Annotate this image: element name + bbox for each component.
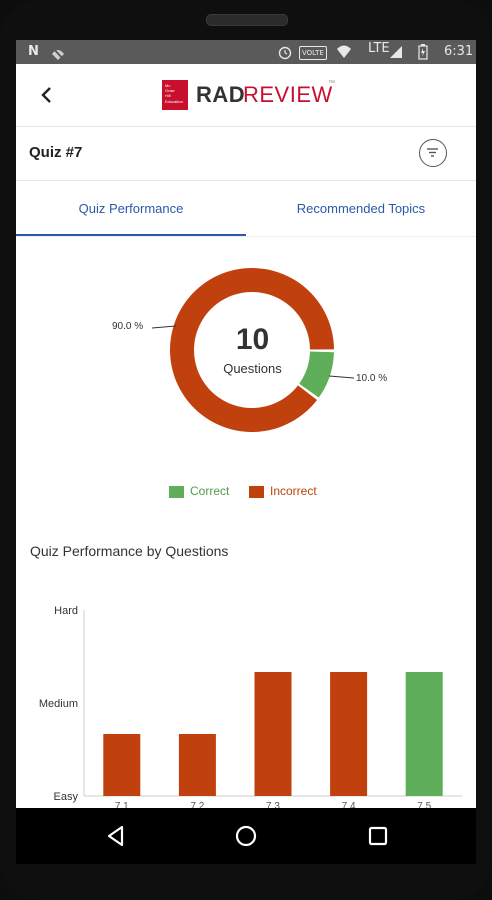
x-tick-label-7-1: 7.1 <box>115 801 129 808</box>
notification-n-icon: N <box>28 44 39 59</box>
nav-back-button[interactable] <box>102 822 130 850</box>
nav-recents-button[interactable] <box>364 822 392 850</box>
chevron-left-icon <box>41 87 51 103</box>
incorrect-percentage-label: 90.0 % <box>112 321 144 332</box>
bar-question-7-5[interactable] <box>405 672 443 796</box>
bar-chart-svg: Easy Medium Hard 7.1 7.2 7.3 7.4 7.5 <box>39 605 462 808</box>
app-screen: N VOLTE LTE 6:31 <box>16 40 476 808</box>
y-tick-label-medium: Medium <box>39 698 78 710</box>
logo-rad-text: RAD <box>196 82 246 107</box>
donut-question-count: 10 <box>235 323 270 356</box>
chart-legend: Correct Incorrect <box>16 483 476 503</box>
leader-line-incorrect <box>151 325 177 329</box>
back-button[interactable] <box>34 82 60 108</box>
status-time: 6:31 <box>444 44 474 59</box>
triangle-back-icon <box>107 825 124 847</box>
nav-home-button[interactable] <box>232 822 260 850</box>
quiz-title: Quiz #7 <box>29 144 83 161</box>
phone-speaker <box>206 14 288 26</box>
tab-bar: Quiz Performance Recommended Topics <box>16 181 476 237</box>
tab-quiz-performance[interactable]: Quiz Performance <box>78 201 184 216</box>
x-tick-label-7-4: 7.4 <box>342 801 356 808</box>
navigation-bar <box>16 808 476 864</box>
bar-question-7-2[interactable] <box>178 734 216 796</box>
logo-review-text: REVIEW <box>243 82 333 107</box>
filter-icon <box>427 148 438 157</box>
legend-swatch-incorrect <box>249 486 264 498</box>
correct-percentage-label: 10.0 % <box>356 373 388 384</box>
volte-icon: VOLTE <box>299 46 327 60</box>
lte-icon: LTE <box>368 41 390 56</box>
x-tick-label-7-3: 7.3 <box>266 801 280 808</box>
circle-home-icon <box>235 825 257 847</box>
donut-svg <box>151 267 355 432</box>
bar-question-7-3[interactable] <box>254 672 292 796</box>
quiz-header: Quiz #7 <box>16 127 476 181</box>
donut-question-label: Questions <box>223 361 282 376</box>
mcgraw-hill-logo-mark: Mc Graw Hill Education <box>162 80 188 110</box>
quiz-donut-chart: 10 Questions 90.0 % 10.0 % <box>16 236 476 506</box>
bar-question-7-1[interactable] <box>103 734 141 796</box>
wifi-off-icon <box>50 40 66 64</box>
y-tick-label-hard: Hard <box>54 605 78 617</box>
x-tick-label-7-5: 7.5 <box>417 801 431 808</box>
status-bar: N VOLTE LTE 6:31 <box>16 40 476 64</box>
alarm-icon <box>278 40 292 64</box>
app-header: Mc Graw Hill Education RAD REVIEW ™ <box>16 64 476 127</box>
bar-question-7-4[interactable] <box>330 672 368 796</box>
performance-by-questions-chart: Easy Medium Hard 7.1 7.2 7.3 7.4 7.5 <box>16 580 476 808</box>
signal-icon <box>388 40 404 64</box>
logo-trademark: ™ <box>328 80 335 87</box>
leader-line-correct <box>328 375 355 379</box>
tab-recommended-topics[interactable]: Recommended Topics <box>296 201 426 216</box>
y-tick-label-easy: Easy <box>54 791 79 803</box>
square-recents-icon <box>368 826 388 846</box>
legend-swatch-correct <box>169 486 184 498</box>
legend-label-incorrect: Incorrect <box>270 484 317 498</box>
wifi-icon <box>336 40 352 64</box>
active-tab-indicator <box>16 234 246 236</box>
filter-button[interactable] <box>419 139 447 167</box>
legend-label-correct: Correct <box>190 484 230 498</box>
section-title: Quiz Performance by Questions <box>30 543 229 559</box>
x-tick-label-7-2: 7.2 <box>190 801 204 808</box>
donut-slice-correct[interactable] <box>299 351 334 398</box>
battery-icon <box>418 40 428 64</box>
